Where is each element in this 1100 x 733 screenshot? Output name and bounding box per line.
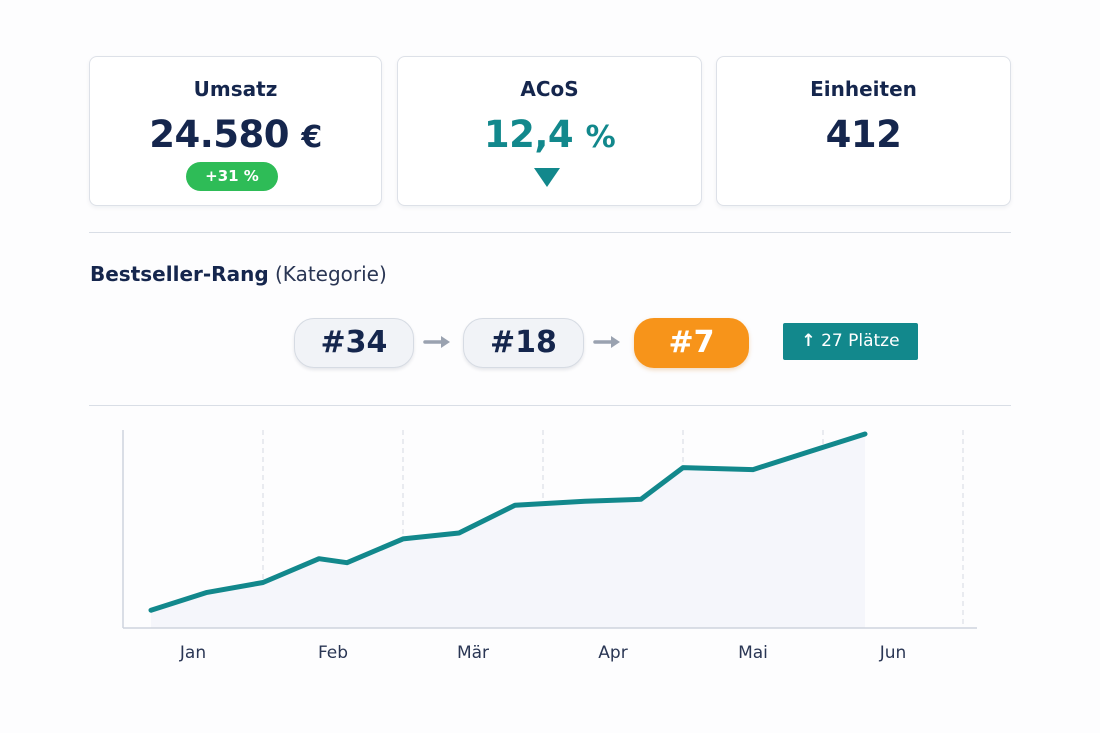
rank-step-current: #7 [634,318,749,368]
kpi-unit: % [585,120,616,155]
x-tick-label: Mai [738,643,768,663]
kpi-number: 24.580 [149,113,289,156]
x-tick-label: Mär [457,643,489,663]
kpi-value: 412 [717,113,1010,156]
kpi-number: 12,4 [483,113,574,156]
chart-series-line [148,431,868,613]
kpi-card-umsatz: Umsatz 24.580 € +31 % [89,56,382,206]
ranking-title-main: Bestseller-Rang [90,262,269,286]
arrow-right-icon [593,336,620,348]
ranking-title: Bestseller-Rang (Kategorie) [90,262,387,286]
kpi-number: 412 [825,113,902,156]
x-tick-label: Feb [318,643,348,663]
chart-area-fill [151,434,865,628]
kpi-value: 12,4 % [398,113,701,156]
ranking-title-sub: (Kategorie) [275,262,387,286]
section-divider [89,232,1011,233]
kpi-unit: € [301,120,322,155]
kpi-title: Umsatz [193,77,278,101]
section-divider [89,405,1011,406]
x-tick-label: Jan [179,643,206,663]
kpi-value: 24.580 € [90,113,381,156]
kpi-title: Einheiten [810,77,917,101]
arrow-up-icon: ↑ [801,331,816,351]
rank-change-label: 27 Plätze [821,331,900,351]
kpi-title: ACoS [520,77,579,101]
x-tick-label: Apr [598,643,627,663]
growth-badge: +31 % [186,162,278,191]
kpi-card-acos: ACoS 12,4 % [397,56,702,206]
arrow-right-icon [423,336,450,348]
triangle-down-icon [534,168,560,187]
kpi-card-einheiten: Einheiten 412 [716,56,1011,206]
x-tick-label: Jun [879,643,907,663]
trend-chart: Jan Feb Mär Apr Mai Jun [122,430,977,663]
rank-step-2: #18 [463,318,584,368]
rank-change-badge: ↑ 27 Plätze [783,323,918,360]
rank-step-1: #34 [294,318,414,368]
